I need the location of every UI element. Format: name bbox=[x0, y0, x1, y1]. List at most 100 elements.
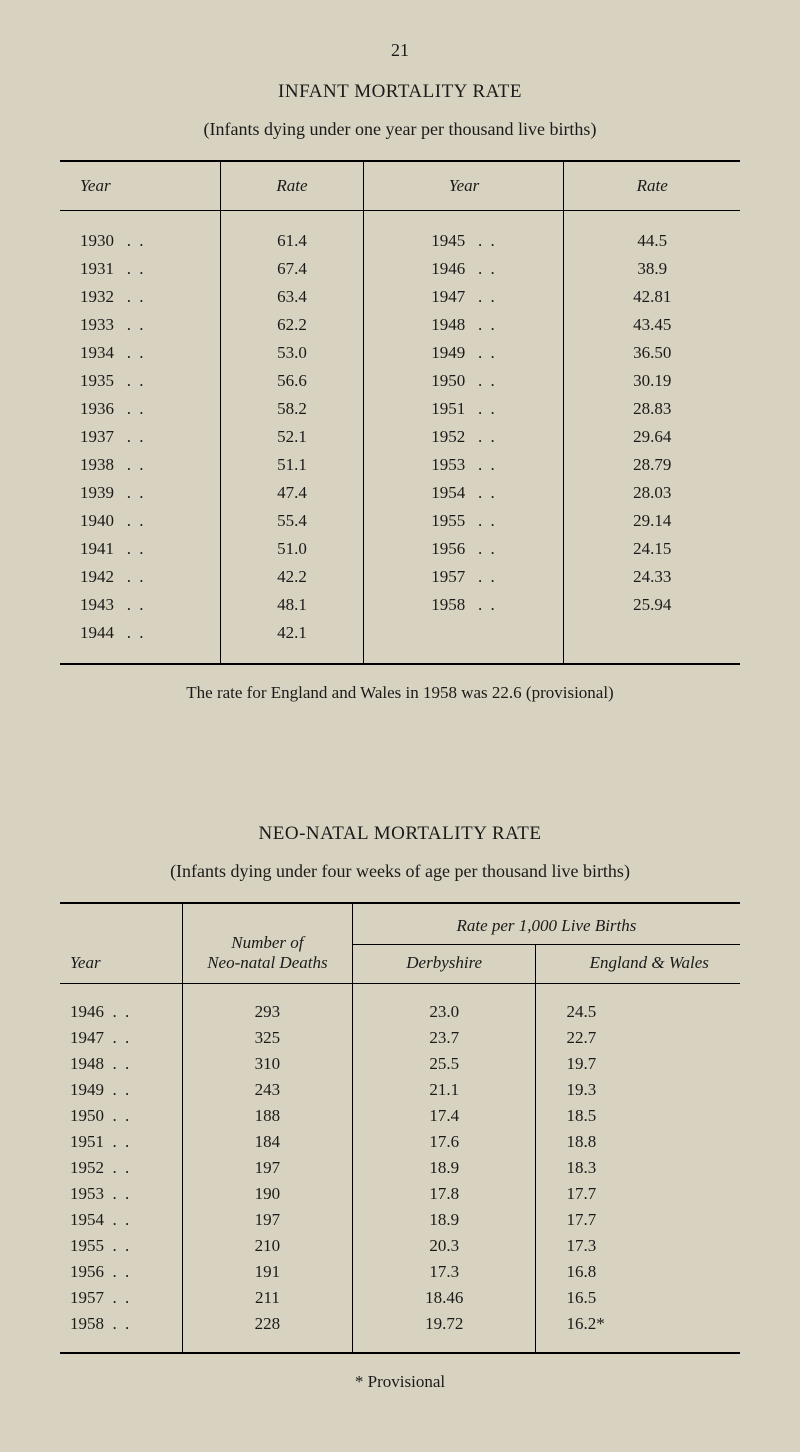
cell-year2: 1954 . . bbox=[364, 479, 564, 507]
cell-rate2: 38.9 bbox=[564, 255, 740, 283]
cell-england-wales: 16.5 bbox=[536, 1285, 740, 1311]
cell-year: 1948 . . bbox=[60, 1051, 182, 1077]
cell-rate: 51.1 bbox=[220, 451, 364, 479]
cell-rate: 53.0 bbox=[220, 339, 364, 367]
cell-deaths: 243 bbox=[182, 1077, 352, 1103]
table-row: 1958 . .22819.7216.2* bbox=[60, 1311, 740, 1353]
cell-england-wales: 18.5 bbox=[536, 1103, 740, 1129]
cell-year2: 1947 . . bbox=[364, 283, 564, 311]
cell-derbyshire: 17.8 bbox=[352, 1181, 536, 1207]
table-row: 1935 . .56.61950 . .30.19 bbox=[60, 367, 740, 395]
table-row: 1931 . .67.41946 . .38.9 bbox=[60, 255, 740, 283]
cell-year: 1932 . . bbox=[60, 283, 220, 311]
cell-deaths: 197 bbox=[182, 1155, 352, 1181]
cell-england-wales: 16.8 bbox=[536, 1259, 740, 1285]
cell-rate2: 24.33 bbox=[564, 563, 740, 591]
cell-rate: 62.2 bbox=[220, 311, 364, 339]
cell-rate: 58.2 bbox=[220, 395, 364, 423]
cell-derbyshire: 19.72 bbox=[352, 1311, 536, 1353]
cell-rate2: 42.81 bbox=[564, 283, 740, 311]
cell-year2: 1955 . . bbox=[364, 507, 564, 535]
cell-deaths: 210 bbox=[182, 1233, 352, 1259]
cell-year: 1931 . . bbox=[60, 255, 220, 283]
cell-year: 1950 . . bbox=[60, 1103, 182, 1129]
cell-england-wales: 18.8 bbox=[536, 1129, 740, 1155]
cell-rate: 55.4 bbox=[220, 507, 364, 535]
cell-rate2: 25.94 bbox=[564, 591, 740, 619]
cell-rate2: 29.14 bbox=[564, 507, 740, 535]
cell-rate2: 28.79 bbox=[564, 451, 740, 479]
cell-year2: 1949 . . bbox=[364, 339, 564, 367]
cell-rate: 63.4 bbox=[220, 283, 364, 311]
table-row: 1942 . .42.21957 . .24.33 bbox=[60, 563, 740, 591]
cell-derbyshire: 20.3 bbox=[352, 1233, 536, 1259]
cell-rate: 67.4 bbox=[220, 255, 364, 283]
cell-year: 1946 . . bbox=[60, 984, 182, 1026]
cell-year: 1938 . . bbox=[60, 451, 220, 479]
table-row: 1934 . .53.01949 . .36.50 bbox=[60, 339, 740, 367]
table-row: 1930 . .61.41945 . .44.5 bbox=[60, 211, 740, 256]
cell-deaths: 190 bbox=[182, 1181, 352, 1207]
table-row: 1957 . .21118.4616.5 bbox=[60, 1285, 740, 1311]
table-row: 1938 . .51.11953 . .28.79 bbox=[60, 451, 740, 479]
table-row: 1944 . .42.1 bbox=[60, 619, 740, 664]
cell-deaths: 325 bbox=[182, 1025, 352, 1051]
col-header-rate2: Rate bbox=[564, 161, 740, 211]
document-page: 21 INFANT MORTALITY RATE (Infants dying … bbox=[0, 0, 800, 1452]
cell-deaths: 191 bbox=[182, 1259, 352, 1285]
cell-year2: 1951 . . bbox=[364, 395, 564, 423]
table-row: 1941 . .51.01956 . .24.15 bbox=[60, 535, 740, 563]
cell-year: 1934 . . bbox=[60, 339, 220, 367]
cell-rate2: 24.15 bbox=[564, 535, 740, 563]
col-header-year: Year bbox=[60, 161, 220, 211]
table-row: 1933 . .62.21948 . .43.45 bbox=[60, 311, 740, 339]
section2-subtitle: (Infants dying under four weeks of age p… bbox=[60, 861, 740, 882]
cell-year2: 1946 . . bbox=[364, 255, 564, 283]
col-header-rate: Rate bbox=[220, 161, 364, 211]
cell-year: 1949 . . bbox=[60, 1077, 182, 1103]
cell-rate: 61.4 bbox=[220, 211, 364, 256]
cell-england-wales: 19.3 bbox=[536, 1077, 740, 1103]
cell-year2: 1953 . . bbox=[364, 451, 564, 479]
cell-year: 1953 . . bbox=[60, 1181, 182, 1207]
cell-year: 1954 . . bbox=[60, 1207, 182, 1233]
cell-derbyshire: 21.1 bbox=[352, 1077, 536, 1103]
cell-rate2: 43.45 bbox=[564, 311, 740, 339]
col-header-derbyshire: Derbyshire bbox=[352, 945, 536, 984]
cell-deaths: 293 bbox=[182, 984, 352, 1026]
cell-year2: 1958 . . bbox=[364, 591, 564, 619]
infant-mortality-table: Year Rate Year Rate 1930 . .61.41945 . .… bbox=[60, 160, 740, 665]
cell-year2: 1945 . . bbox=[364, 211, 564, 256]
section1-subtitle: (Infants dying under one year per thousa… bbox=[60, 119, 740, 140]
table-row: 1932 . .63.41947 . .42.81 bbox=[60, 283, 740, 311]
cell-year2: 1956 . . bbox=[364, 535, 564, 563]
cell-deaths: 188 bbox=[182, 1103, 352, 1129]
cell-year: 1941 . . bbox=[60, 535, 220, 563]
cell-england-wales: 16.2* bbox=[536, 1311, 740, 1353]
cell-derbyshire: 18.46 bbox=[352, 1285, 536, 1311]
table-row: 1939 . .47.41954 . .28.03 bbox=[60, 479, 740, 507]
section1-title: INFANT MORTALITY RATE bbox=[60, 81, 740, 103]
cell-rate2: 36.50 bbox=[564, 339, 740, 367]
cell-rate: 52.1 bbox=[220, 423, 364, 451]
table-row: 1950 . .18817.418.5 bbox=[60, 1103, 740, 1129]
cell-rate2: 28.83 bbox=[564, 395, 740, 423]
cell-derbyshire: 23.0 bbox=[352, 984, 536, 1026]
footnote-provisional: * Provisional bbox=[60, 1372, 740, 1392]
cell-rate2: 29.64 bbox=[564, 423, 740, 451]
cell-rate: 47.4 bbox=[220, 479, 364, 507]
cell-rate: 56.6 bbox=[220, 367, 364, 395]
cell-year: 1955 . . bbox=[60, 1233, 182, 1259]
cell-deaths: 228 bbox=[182, 1311, 352, 1353]
table1-note: The rate for England and Wales in 1958 w… bbox=[60, 683, 740, 703]
table-row: 1947 . .32523.722.7 bbox=[60, 1025, 740, 1051]
cell-year2: 1952 . . bbox=[364, 423, 564, 451]
col-header-deaths: Number of Neo-natal Deaths bbox=[182, 903, 352, 984]
cell-england-wales: 17.7 bbox=[536, 1207, 740, 1233]
cell-year2: 1948 . . bbox=[364, 311, 564, 339]
cell-year: 1944 . . bbox=[60, 619, 220, 664]
cell-rate2: 30.19 bbox=[564, 367, 740, 395]
cell-england-wales: 19.7 bbox=[536, 1051, 740, 1077]
cell-year: 1956 . . bbox=[60, 1259, 182, 1285]
cell-year: 1952 . . bbox=[60, 1155, 182, 1181]
